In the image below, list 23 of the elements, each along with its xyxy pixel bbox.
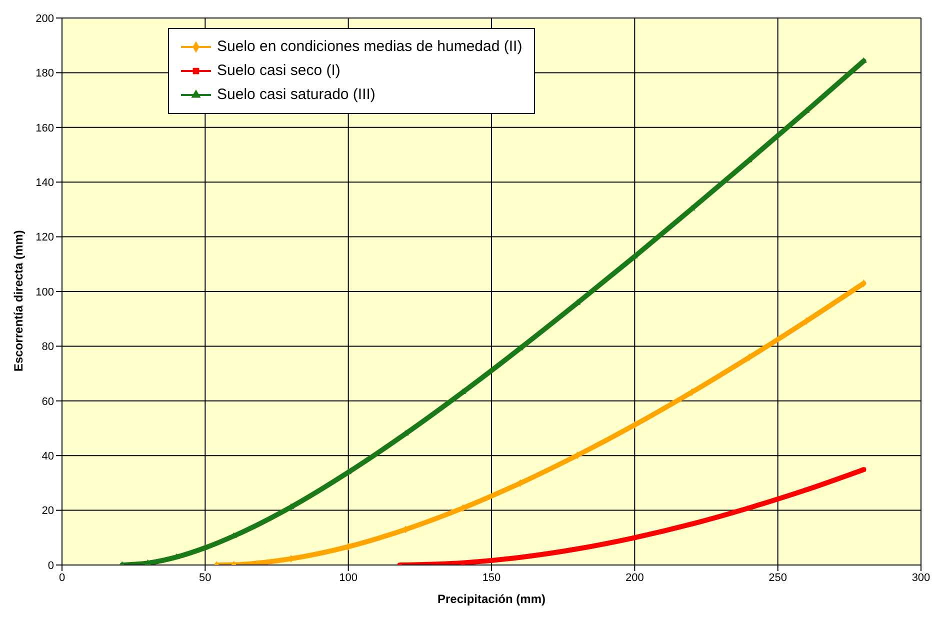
x-tick-label: 100	[339, 572, 358, 584]
x-tick-label: 0	[58, 572, 66, 584]
x-axis-title: Precipitación (mm)	[437, 592, 546, 606]
y-tick-label: 40	[42, 450, 54, 463]
y-tick-label: 200	[36, 12, 54, 25]
y-tick-label: 100	[36, 286, 54, 298]
y-tick-label: 60	[42, 396, 54, 408]
y-tick-label: 0	[48, 560, 54, 572]
legend-label: Suelo casi seco (I)	[217, 61, 340, 81]
y-axis-title: Escorrentía directa (mm)	[11, 230, 26, 372]
x-tick-label: 200	[625, 572, 644, 584]
y-tick-label: 20	[42, 505, 54, 518]
y-tick-label: 140	[36, 177, 54, 190]
x-tick-label: 150	[482, 572, 501, 584]
y-tick-label: 160	[36, 122, 54, 134]
y-tick-label: 120	[36, 232, 54, 244]
legend-label: Suelo casi saturado (III)	[217, 85, 376, 105]
y-tick-label: 80	[42, 341, 54, 354]
x-tick-label: 300	[912, 572, 930, 584]
x-tick-label: 50	[199, 572, 212, 584]
legend-label: Suelo en condiciones medias de humedad (II)	[217, 37, 522, 57]
y-tick-label: 180	[36, 68, 54, 80]
x-tick-label: 250	[768, 572, 788, 584]
